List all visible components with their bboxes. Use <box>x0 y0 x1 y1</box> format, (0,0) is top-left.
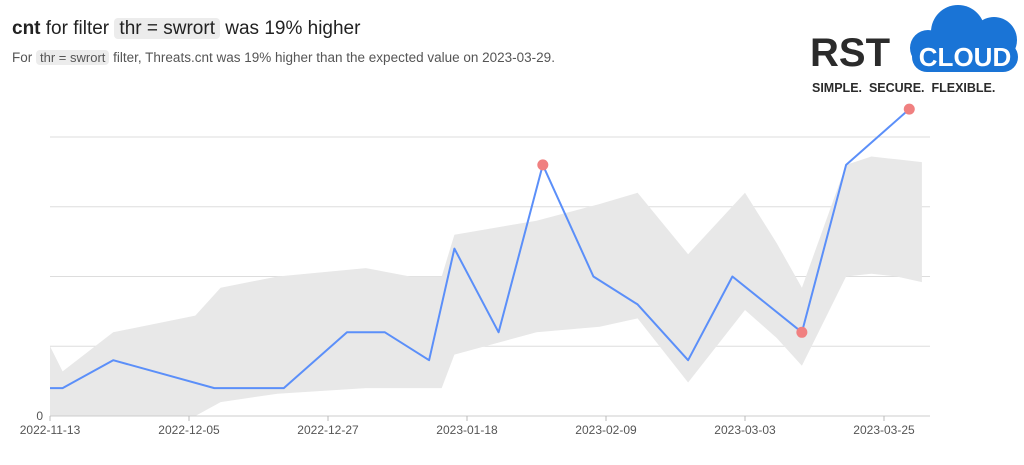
rst-cloud-logo: RST CLOUD SIMPLE. SECURE. FLEXIBLE. <box>810 5 1018 95</box>
logo-rst-text: RST <box>810 31 890 75</box>
anomaly-markers <box>537 103 915 338</box>
cloud-icon <box>910 5 1018 72</box>
logo-tagline: SIMPLE. SECURE. FLEXIBLE. <box>812 81 995 95</box>
chart-subtitle: For thr = swrort filter, Threats.cnt was… <box>12 50 555 65</box>
anomaly-point <box>903 103 915 115</box>
chart-title: cnt for filter thr = swrort was 19% high… <box>12 18 360 40</box>
x-tick-label: 2022-12-05 <box>158 423 220 437</box>
expected-range-band <box>50 156 922 416</box>
series-line-cnt <box>50 108 910 390</box>
x-tick-label: 2023-03-03 <box>714 423 776 437</box>
subtitle-filter-pill: thr = swrort <box>36 50 110 65</box>
anomaly-point <box>796 326 808 338</box>
subtitle-post: filter, Threats.cnt was 19% higher than … <box>113 50 555 65</box>
title-post: was 19% higher <box>225 18 361 39</box>
y-tick-label: 0 <box>36 409 43 423</box>
anomaly-point <box>537 159 549 171</box>
logo-cloud-text: CLOUD <box>919 42 1011 72</box>
title-pre: for filter <box>45 18 110 39</box>
x-tick-label: 2022-11-13 <box>20 423 81 437</box>
title-metric: cnt <box>12 18 41 39</box>
x-tick-label: 2023-01-18 <box>436 423 498 437</box>
title-filter-pill: thr = swrort <box>114 18 220 39</box>
y-axis-ticks: 0 <box>36 409 43 423</box>
x-tick-label: 2022-12-27 <box>297 423 359 437</box>
x-tick-label: 2023-02-09 <box>575 423 637 437</box>
x-tick-label: 2023-03-25 <box>853 423 915 437</box>
subtitle-pre: For <box>12 50 33 65</box>
x-axis-ticks: 2022-11-13 2022-12-05 2022-12-27 2023-01-18… <box>20 416 915 437</box>
